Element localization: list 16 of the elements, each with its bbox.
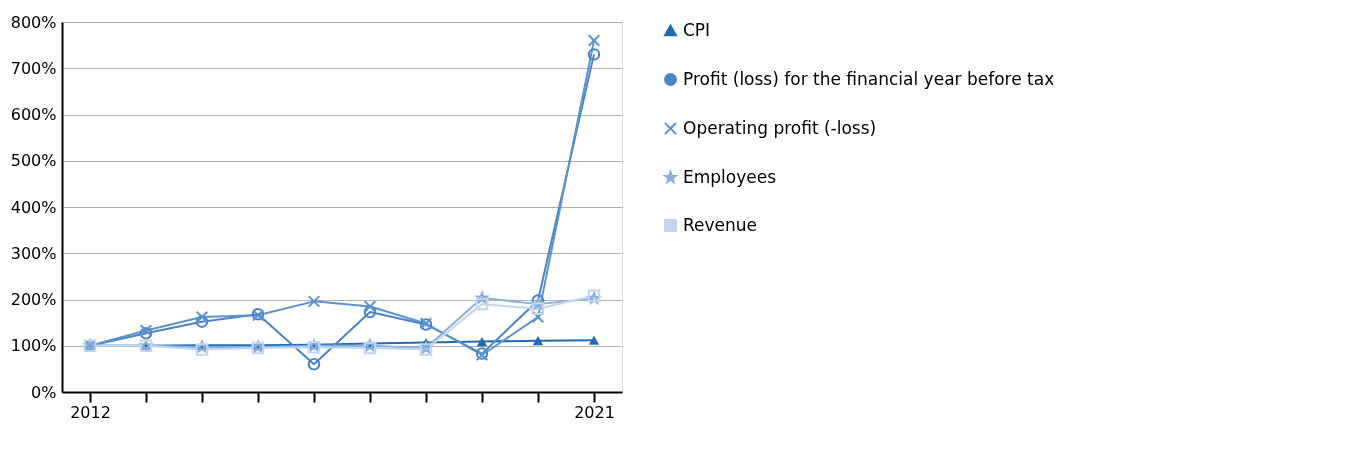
legend-label: Operating profit (-loss) (683, 117, 877, 138)
y-tick-label: 500% (10, 151, 57, 171)
x-tick-label: 2021 (574, 402, 615, 422)
y-tick-label: 600% (10, 105, 57, 124)
y-tick-label: 200% (10, 290, 57, 309)
legend-label: Employees (683, 166, 777, 187)
x-tick-label: 2012 (70, 402, 111, 422)
legend-label: Revenue (683, 214, 758, 235)
y-tick-label: 700% (10, 58, 57, 78)
legend-label: CPI (683, 19, 711, 40)
y-tick-label: 800% (10, 12, 57, 32)
legend-label: Profit (loss) for the financial year before tax (683, 68, 1055, 89)
y-tick-label: 100% (10, 336, 57, 356)
y-tick-label: 0% (31, 382, 57, 402)
y-tick-label: 400% (10, 197, 57, 217)
y-tick-label: 300% (10, 243, 57, 263)
